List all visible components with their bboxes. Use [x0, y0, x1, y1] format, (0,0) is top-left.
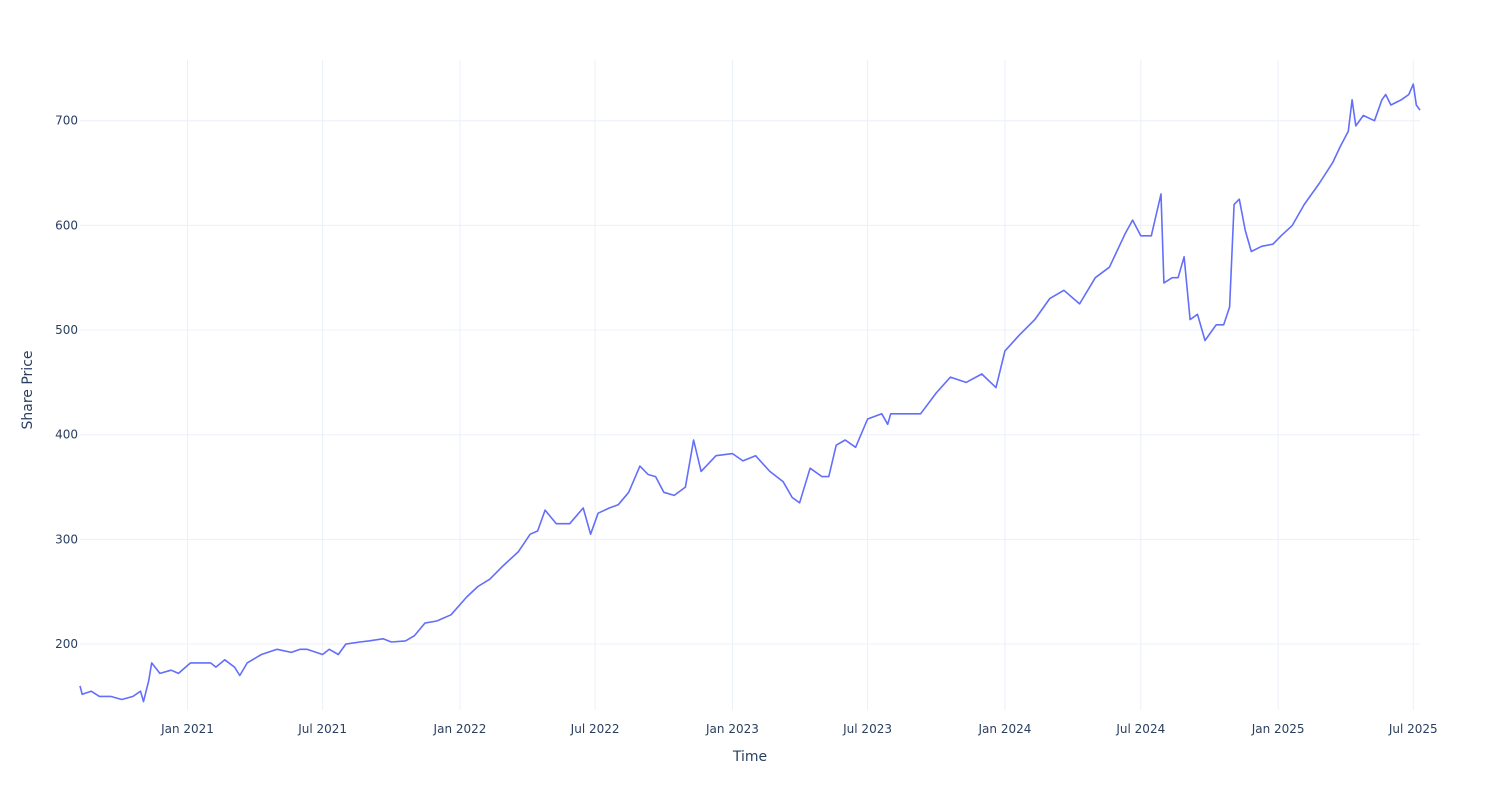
- y-tick-label: 700: [55, 114, 78, 128]
- x-tick-label: Jul 2022: [570, 722, 620, 736]
- x-tick-label: Jul 2023: [842, 722, 892, 736]
- x-tick-label: Jan 2022: [433, 722, 487, 736]
- x-tick-label: Jan 2021: [160, 722, 214, 736]
- y-tick-label: 200: [55, 637, 78, 651]
- x-tick-label: Jan 2023: [705, 722, 759, 736]
- x-tick-label: Jul 2025: [1388, 722, 1438, 736]
- y-axis-tick-labels: 200 300 400 500 600 700: [55, 114, 78, 651]
- y-axis-title: Share Price: [20, 350, 36, 429]
- x-axis-tick-labels: Jan 2021 Jul 2021 Jan 2022 Jul 2022 Jan 2023…: [160, 722, 1438, 736]
- y-tick-label: 600: [55, 218, 78, 232]
- y-tick-label: 500: [55, 323, 78, 337]
- y-tick-label: 400: [55, 428, 78, 442]
- y-tick-label: 300: [55, 532, 78, 546]
- share-price-line: [79, 83, 1421, 703]
- x-axis-title: Time: [732, 749, 767, 765]
- grid-lines: [80, 60, 1420, 710]
- x-tick-label: Jul 2021: [297, 722, 347, 736]
- x-tick-label: Jan 2024: [978, 722, 1032, 736]
- x-tick-label: Jan 2025: [1251, 722, 1305, 736]
- series-layer: [79, 83, 1421, 703]
- x-tick-label: Jul 2024: [1115, 722, 1165, 736]
